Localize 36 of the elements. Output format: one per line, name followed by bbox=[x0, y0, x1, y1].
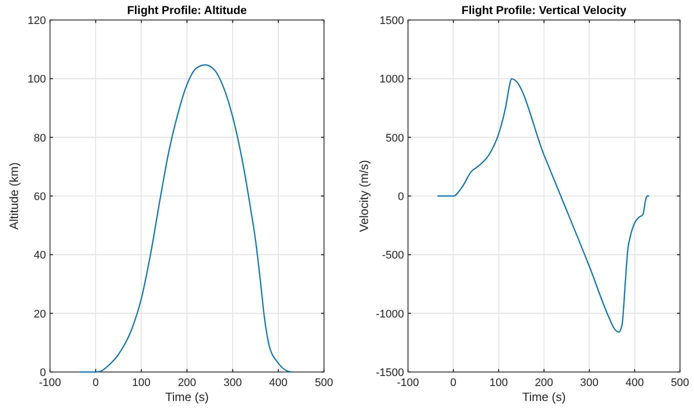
y-axis-title: Altitude (km) bbox=[7, 162, 21, 230]
x-tick-label: 100 bbox=[489, 377, 508, 389]
x-tick-label: 300 bbox=[580, 377, 599, 389]
y-tick-label: 100 bbox=[28, 74, 46, 86]
y-tick-label: 120 bbox=[28, 15, 46, 27]
x-axis-title: Time (s) bbox=[522, 390, 566, 404]
y-tick-label: 0 bbox=[40, 367, 46, 379]
x-tick-label: -100 bbox=[38, 377, 62, 389]
y-tick-label: 80 bbox=[34, 132, 46, 144]
line-series bbox=[436, 78, 650, 333]
y-tick-label: 40 bbox=[34, 250, 46, 262]
x-tick-label: 500 bbox=[314, 377, 334, 389]
y-tick-label: -500 bbox=[382, 250, 404, 262]
x-tick-label: 500 bbox=[670, 377, 690, 389]
chart-title: Flight Profile: Vertical Velocity bbox=[462, 5, 628, 17]
y-tick-label: 1000 bbox=[380, 74, 404, 86]
y-tick-label: -1500 bbox=[376, 367, 404, 379]
y-tick-label: 500 bbox=[386, 132, 404, 144]
y-tick-label: -1000 bbox=[376, 308, 404, 320]
x-tick-label: 0 bbox=[92, 377, 99, 389]
line-series bbox=[79, 64, 293, 373]
y-tick-label: 1500 bbox=[380, 15, 404, 27]
chart-title: Flight Profile: Altitude bbox=[127, 5, 247, 17]
y-tick-label: 60 bbox=[34, 191, 46, 203]
y-tick-label: 0 bbox=[398, 191, 404, 203]
x-tick-label: 400 bbox=[625, 377, 644, 389]
x-axis-title: Time (s) bbox=[165, 390, 209, 404]
y-tick-label: 20 bbox=[34, 308, 46, 320]
x-tick-label: 300 bbox=[223, 377, 242, 389]
x-tick-label: 0 bbox=[450, 377, 456, 389]
x-tick-label: -100 bbox=[396, 377, 420, 389]
y-axis-title: Velocity (m/s) bbox=[357, 160, 371, 232]
x-tick-label: 100 bbox=[132, 377, 151, 389]
x-tick-label: 400 bbox=[269, 377, 288, 389]
x-tick-label: 200 bbox=[534, 377, 554, 389]
x-tick-label: 200 bbox=[178, 377, 196, 389]
